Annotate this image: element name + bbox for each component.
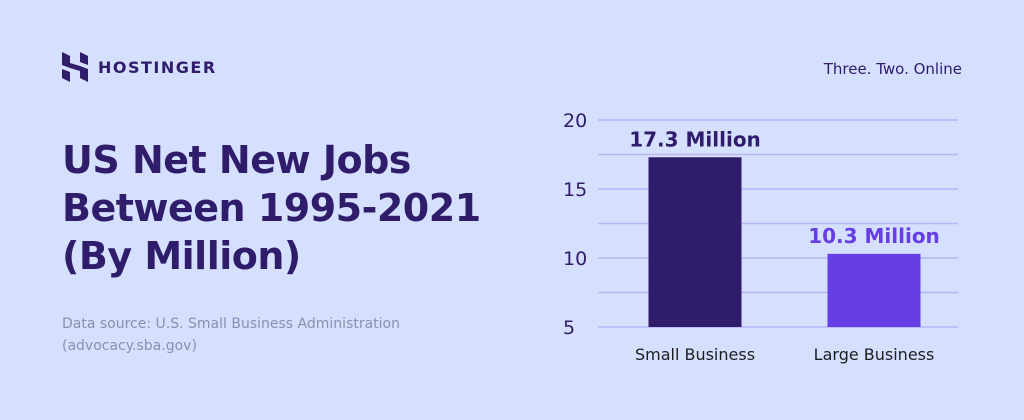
data-label: 10.3 Million xyxy=(808,224,940,248)
source-line: Data source: U.S. Small Business Adminis… xyxy=(62,316,400,332)
hostinger-logo-icon xyxy=(62,52,88,82)
y-tick-label: 5 xyxy=(563,317,575,339)
brand-logo: HOSTINGER xyxy=(62,52,217,82)
data-source: Data source: U.S. Small Business Adminis… xyxy=(62,313,400,357)
bar xyxy=(648,157,742,327)
y-tick-label: 15 xyxy=(563,179,587,201)
title-line: US Net New Jobs xyxy=(62,138,411,182)
data-label: 17.3 Million xyxy=(629,127,761,151)
x-tick-label: Small Business xyxy=(635,345,755,364)
source-line: (advocacy.sba.gov) xyxy=(62,338,197,354)
tagline: Three. Two. Online xyxy=(823,60,962,78)
title-line: Between 1995-2021 xyxy=(62,186,481,230)
x-tick-label: Large Business xyxy=(814,345,935,364)
title-line: (By Million) xyxy=(62,234,301,278)
bar xyxy=(827,253,921,327)
page-title: US Net New Jobs Between 1995-2021 (By Mi… xyxy=(62,136,481,280)
y-tick-label: 20 xyxy=(563,110,587,132)
brand-name: HOSTINGER xyxy=(98,57,217,77)
y-tick-label: 10 xyxy=(563,248,587,270)
